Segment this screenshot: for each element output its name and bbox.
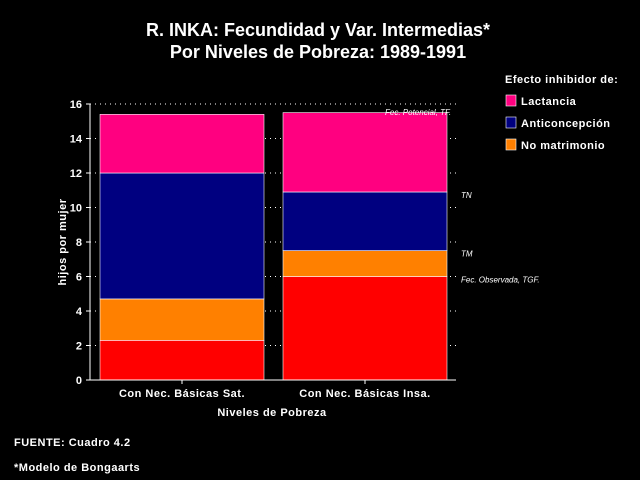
bar-segment [99, 172, 265, 300]
x-axis-label: Niveles de Pobreza [217, 407, 327, 419]
legend-label: Lactancia [521, 96, 577, 108]
model-note: *Modelo de Bongaarts [14, 462, 140, 474]
bar-segment [99, 298, 265, 341]
x-ticks: Con Nec. Básicas Sat. Con Nec. Básicas In… [119, 388, 430, 400]
bar-segment [282, 191, 448, 251]
y-tick-label: 4 [76, 306, 83, 318]
y-tick-label: 2 [76, 341, 82, 353]
x-tick-label: Con Nec. Básicas Insa. [299, 388, 430, 400]
annotation-label: Fec. Potencial, TF. [385, 108, 451, 117]
y-tick-label: 10 [70, 203, 82, 215]
bars [99, 112, 448, 381]
y-tick-label: 0 [76, 375, 82, 387]
annotations: Fec. Potencial, TF. TN TM Fec. Observada, T… [385, 108, 540, 285]
bar-segment [282, 250, 448, 277]
y-ticks: 0 2 4 6 8 10 12 14 16 [70, 99, 83, 387]
annotation-label: TN [461, 191, 472, 200]
y-axis-label: hijos por mujer [57, 198, 69, 285]
legend-swatch [505, 116, 517, 129]
y-tick-label: 16 [70, 99, 82, 111]
y-tick-label: 8 [76, 237, 82, 249]
legend: Efecto inhibidor de: Lactancia Anticoncep… [505, 74, 618, 152]
chart-subtitle: Por Niveles de Pobreza: 1989-1991 [170, 42, 466, 62]
source-note: FUENTE: Cuadro 4.2 [14, 437, 131, 449]
bar-segment [99, 114, 265, 174]
x-tick-label: Con Nec. Básicas Sat. [119, 388, 245, 400]
y-tick-label: 12 [70, 168, 82, 180]
chart-title: R. INKA: Fecundidad y Var. Intermedias* [146, 20, 490, 40]
legend-label: Anticoncepción [521, 118, 611, 130]
axes [86, 103, 456, 384]
legend-swatch [505, 94, 517, 107]
bar-segment [282, 276, 448, 381]
legend-label: No matrimonio [521, 140, 605, 152]
legend-swatch [505, 138, 517, 151]
y-tick-label: 6 [76, 272, 82, 284]
legend-title: Efecto inhibidor de: [505, 74, 618, 86]
annotation-label: TM [461, 250, 473, 259]
annotation-label: Fec. Observada, TGF. [461, 276, 540, 285]
bar-segment [282, 112, 448, 193]
bar-segment [99, 340, 265, 381]
y-tick-label: 14 [70, 134, 83, 146]
